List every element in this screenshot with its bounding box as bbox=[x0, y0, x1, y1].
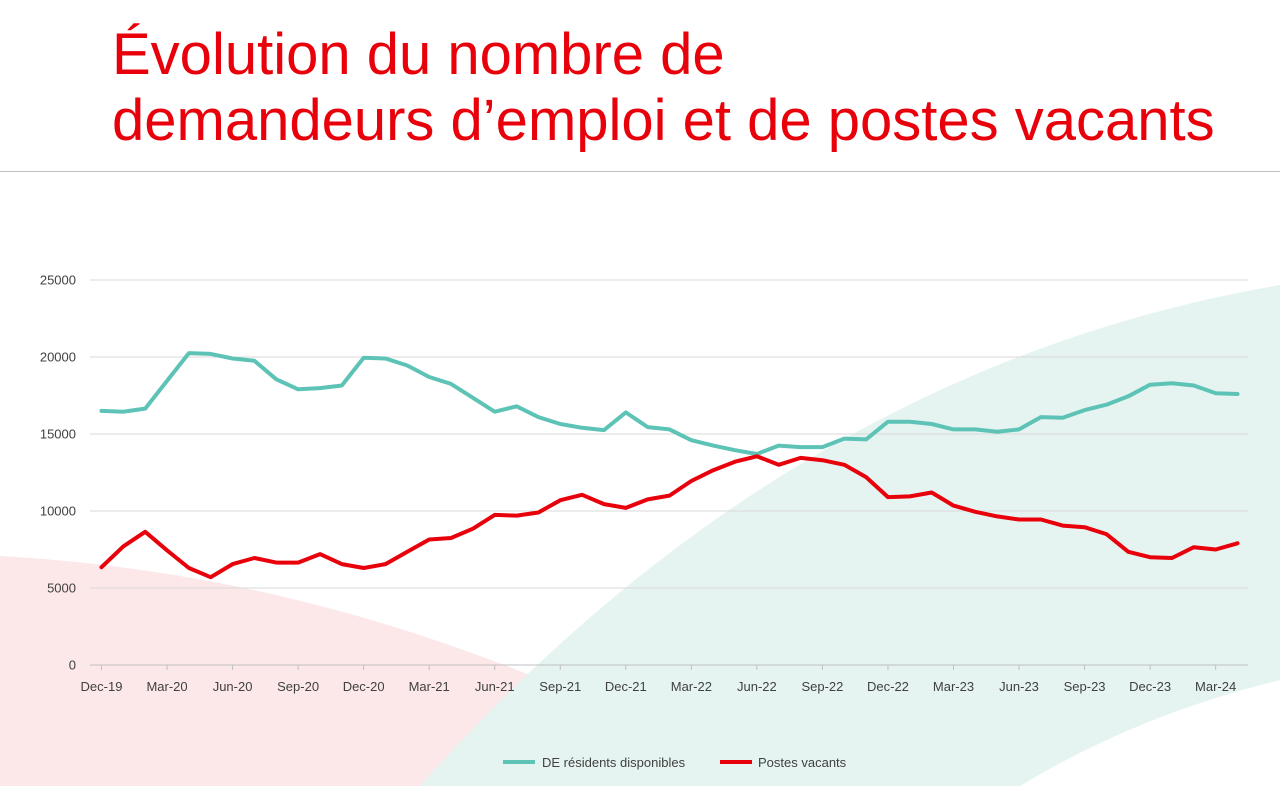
x-tick-label: Sep-20 bbox=[277, 679, 319, 694]
background-teal-shape bbox=[420, 285, 1280, 786]
background-shapes bbox=[0, 285, 1280, 786]
x-tick-label: Dec-22 bbox=[867, 679, 909, 694]
legend-label-2: Postes vacants bbox=[758, 755, 847, 770]
title-divider bbox=[0, 171, 1280, 172]
y-tick-label: 10000 bbox=[40, 504, 76, 519]
x-tick-label: Dec-21 bbox=[605, 679, 647, 694]
x-tick-label: Mar-22 bbox=[671, 679, 712, 694]
series-line-2 bbox=[99, 454, 1240, 580]
y-tick-label: 25000 bbox=[40, 273, 76, 288]
slide-title-line-1: Évolution du nombre de bbox=[112, 22, 725, 87]
series-line-1 bbox=[99, 351, 1240, 456]
x-tick-label: Mar-20 bbox=[146, 679, 187, 694]
chart-legend: DE résidents disponibles Postes vacants bbox=[503, 755, 847, 770]
y-axis: 0 5000 10000 15000 20000 25000 bbox=[40, 273, 76, 673]
x-tick-label: Mar-21 bbox=[409, 679, 450, 694]
x-tick-label: Mar-24 bbox=[1195, 679, 1236, 694]
x-axis: Dec-19 Mar-20 Jun-20 Sep-20 Dec-20 Mar-21 Jun-… bbox=[81, 665, 1236, 694]
chart-gridlines bbox=[90, 279, 1248, 666]
chart-series bbox=[99, 351, 1240, 580]
x-tick-label: Dec-23 bbox=[1129, 679, 1171, 694]
y-tick-label: 20000 bbox=[40, 350, 76, 365]
x-tick-label: Sep-21 bbox=[539, 679, 581, 694]
x-tick-label: Dec-20 bbox=[343, 679, 385, 694]
legend-label-1: DE résidents disponibles bbox=[542, 755, 686, 770]
x-tick-label: Jun-23 bbox=[999, 679, 1039, 694]
x-tick-label: Sep-22 bbox=[801, 679, 843, 694]
y-tick-label: 15000 bbox=[40, 427, 76, 442]
x-tick-label: Jun-21 bbox=[475, 679, 515, 694]
x-tick-label: Jun-20 bbox=[213, 679, 253, 694]
x-tick-label: Jun-22 bbox=[737, 679, 777, 694]
x-tick-label: Sep-23 bbox=[1064, 679, 1106, 694]
y-tick-label: 5000 bbox=[47, 581, 76, 596]
x-tick-label: Mar-23 bbox=[933, 679, 974, 694]
slide-title-line-2: demandeurs d’emploi et de postes vacants bbox=[112, 88, 1215, 153]
x-tick-label: Dec-19 bbox=[81, 679, 123, 694]
y-tick-label: 0 bbox=[69, 658, 76, 673]
